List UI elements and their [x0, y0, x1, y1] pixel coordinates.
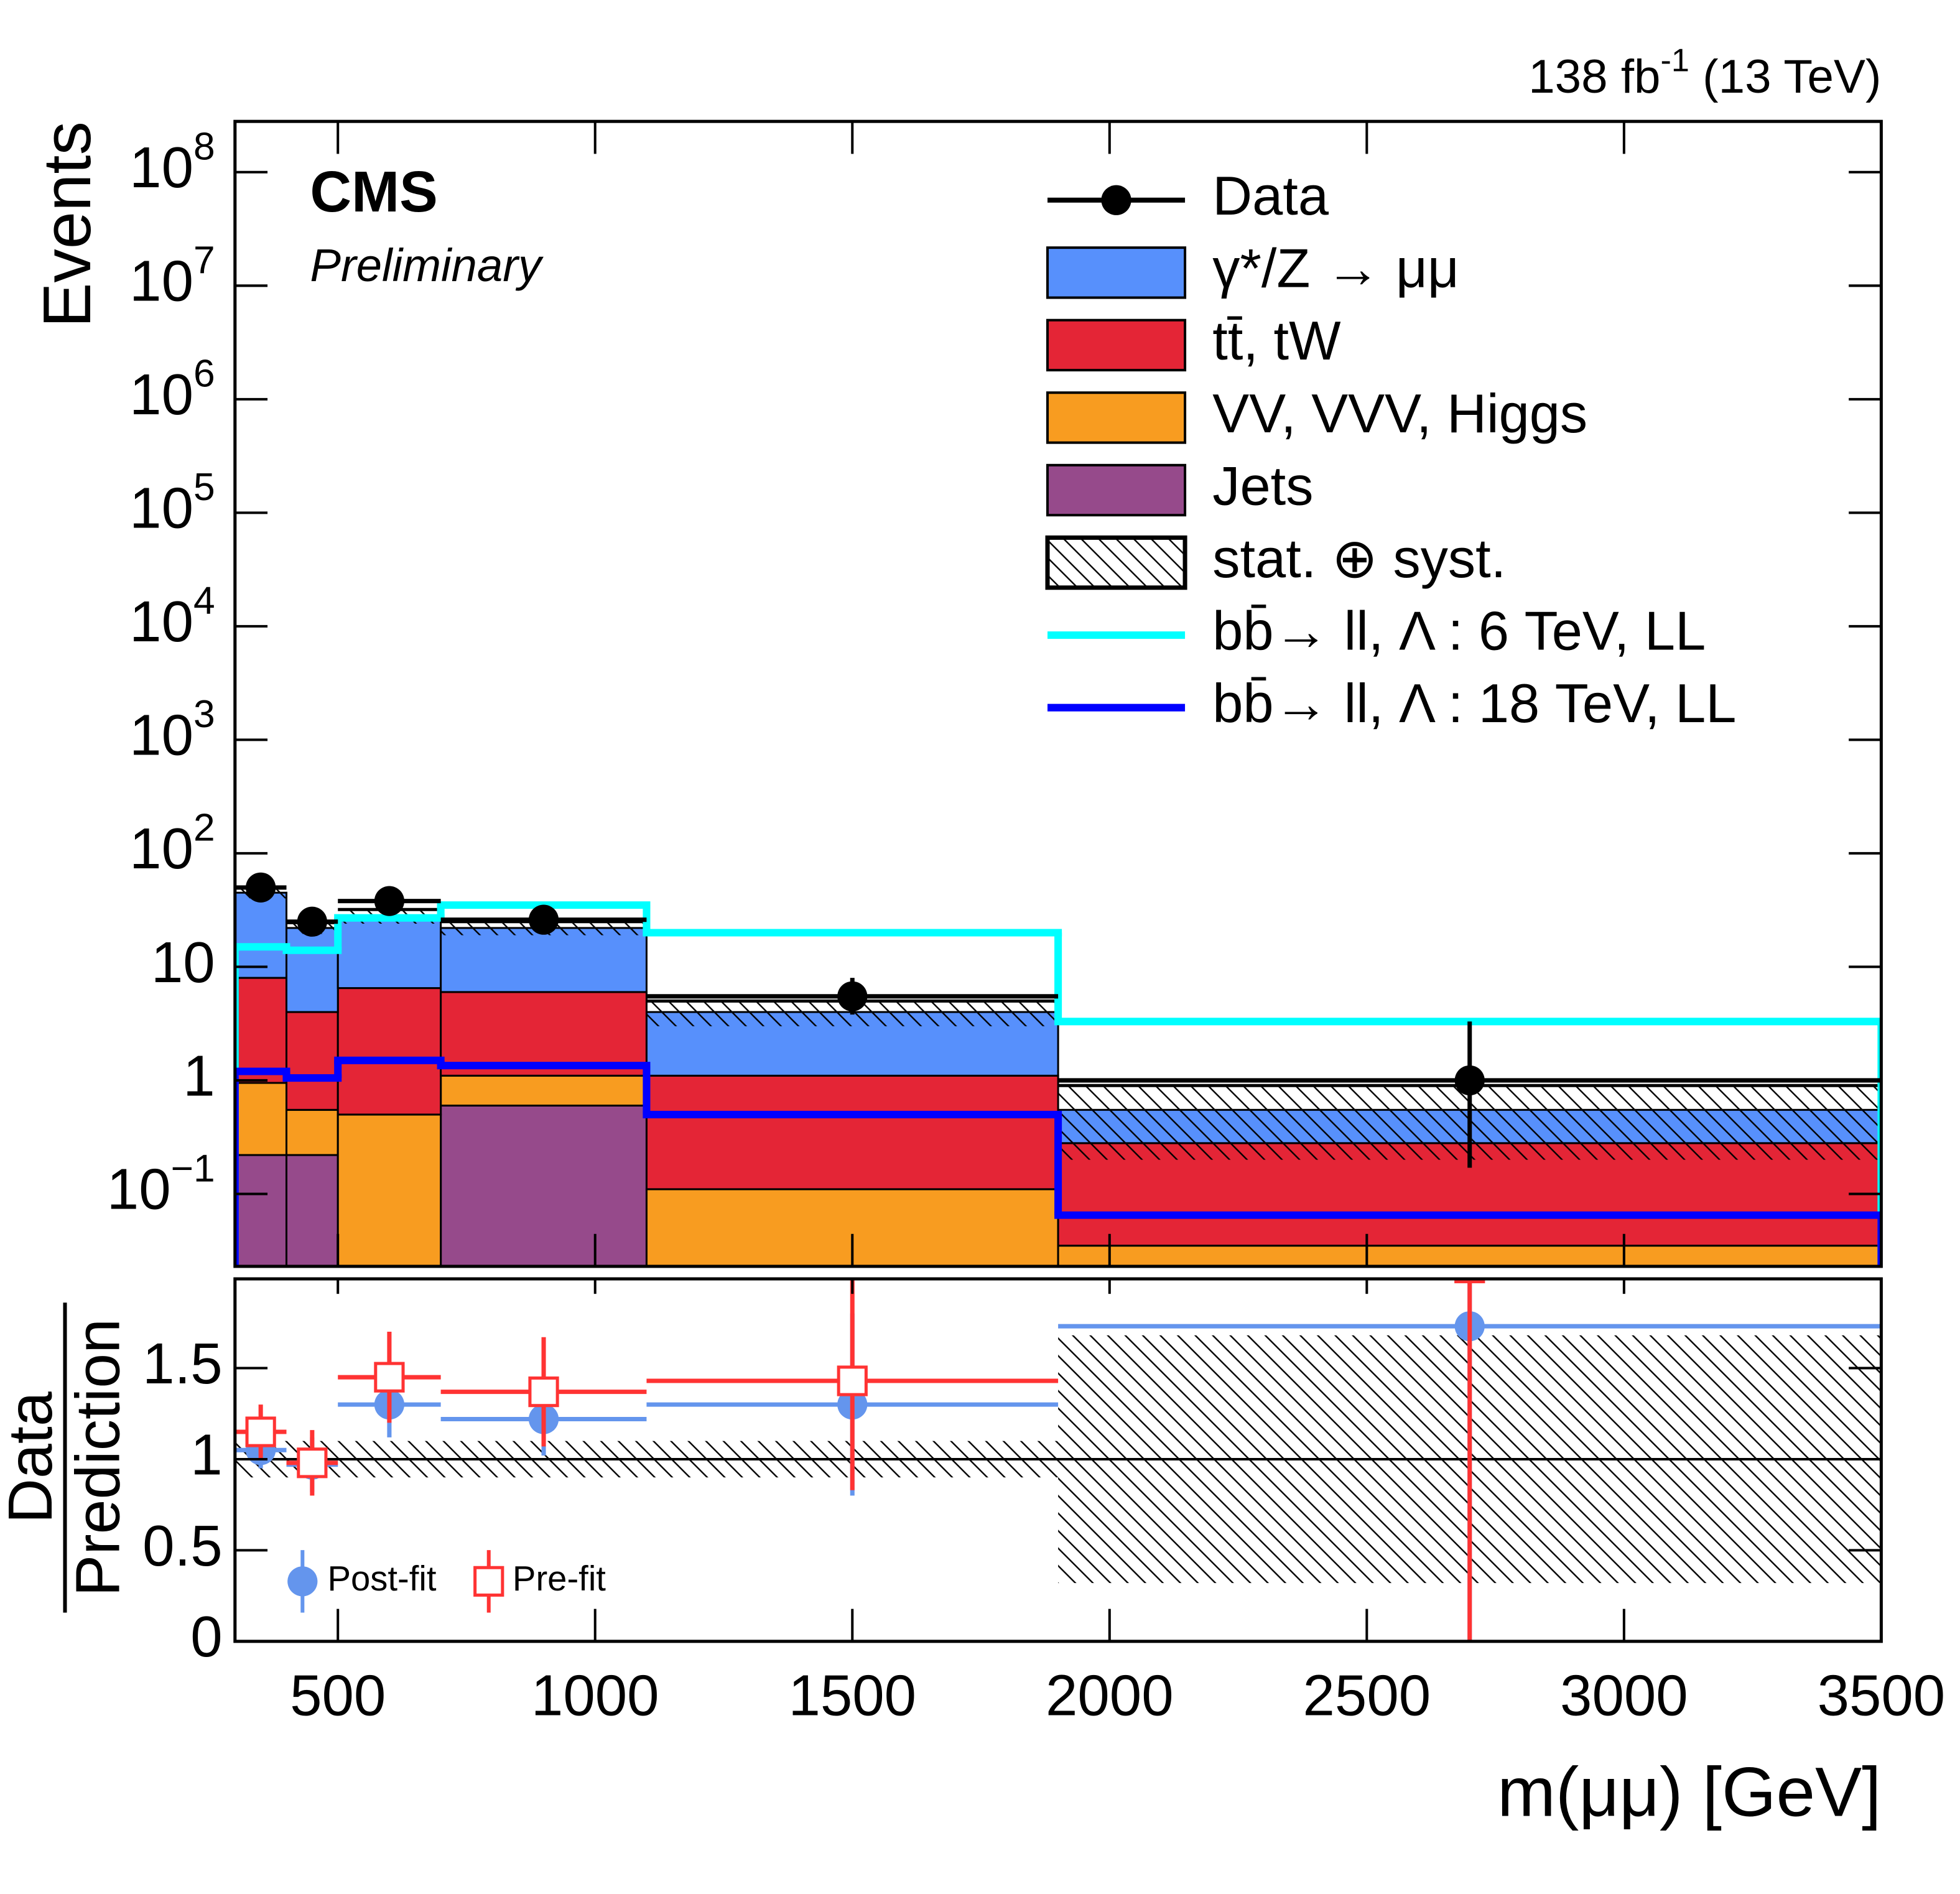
- stack-segment: [285, 1154, 339, 1266]
- stack-segment: [337, 915, 442, 990]
- stack-segment: [645, 1074, 1059, 1191]
- legend-marker: [473, 1566, 504, 1597]
- x-tick-label: 2000: [1046, 1663, 1174, 1728]
- stack-segment: [235, 1154, 288, 1266]
- y-tick-label: 108: [129, 126, 215, 200]
- y-tick-exponent: 4: [193, 580, 215, 623]
- stack-segment: [440, 1074, 648, 1107]
- y-tick-label: 10: [151, 930, 215, 995]
- lumi-label: 138 fb-1 (13 TeV): [1528, 43, 1881, 104]
- y-tick-base: 10: [129, 249, 193, 313]
- x-axis-label: m(μμ) [GeV]: [1497, 1753, 1881, 1831]
- ratio-point: [837, 1365, 868, 1396]
- experiment-label: CMS: [310, 159, 437, 224]
- stack-segment: [285, 1108, 339, 1156]
- legend-label: VV, VVV, Higgs: [1212, 383, 1587, 444]
- lumi-prefix: 138 fb: [1528, 50, 1660, 103]
- main-frame: [233, 119, 1883, 1268]
- y-tick-label: 1: [183, 1043, 215, 1108]
- legend-marker: [287, 1566, 318, 1597]
- ratio-plot: [235, 1279, 1882, 1641]
- legend-swatch: [1046, 318, 1187, 372]
- y-tick-exponent: 8: [193, 126, 215, 169]
- y-tick-exponent: 5: [193, 467, 215, 509]
- legend-label: Jets: [1212, 455, 1313, 516]
- x-tick-label: 3500: [1818, 1663, 1946, 1728]
- y-tick-label: 103: [129, 694, 215, 768]
- x-tick-label: 1500: [788, 1663, 916, 1728]
- y-tick-base: 10: [129, 135, 193, 200]
- stack-segment: [235, 977, 288, 1084]
- y-tick-label: 106: [129, 353, 215, 427]
- legend-label: stat. ⊕ syst.: [1212, 527, 1506, 589]
- legend-label: Pre-fit: [513, 1559, 606, 1598]
- lumi-suffix: (13 TeV): [1689, 50, 1881, 103]
- data-point: [374, 886, 405, 916]
- y-tick-exponent: 2: [193, 807, 215, 850]
- y-tick-label: 104: [129, 580, 215, 654]
- ratio-y-numerator: Data: [0, 1391, 65, 1523]
- y-tick-base: 10: [129, 362, 193, 427]
- legend-swatch: [1045, 535, 1187, 590]
- y-tick-label: 0: [190, 1604, 222, 1669]
- y-tick-exponent: 3: [193, 694, 215, 736]
- data-point: [1454, 1065, 1485, 1096]
- legend-swatch: [1046, 391, 1187, 444]
- y-tick-base: 10: [129, 589, 193, 654]
- ratio-point: [374, 1362, 405, 1393]
- y-tick-label: 105: [129, 467, 215, 541]
- legend-label: bb̄→ ll, Λ : 6 TeV, LL: [1212, 600, 1706, 661]
- ratio-point: [528, 1376, 559, 1408]
- overlay: 138 fb-1 (13 TeV)CMSPreliminaryEvents10−…: [0, 43, 1945, 1831]
- stack-segment: [285, 1011, 339, 1111]
- x-tick-label: 500: [290, 1663, 386, 1728]
- y-tick-base: 10: [129, 816, 193, 881]
- legend-swatch: [1046, 463, 1187, 517]
- x-tick-label: 2500: [1303, 1663, 1431, 1728]
- x-tick-label: 1000: [531, 1663, 659, 1728]
- stack-segment: [440, 927, 648, 993]
- y-tick-label: 107: [129, 239, 215, 313]
- stack-segment: [440, 1104, 648, 1266]
- legend-marker: [1101, 185, 1131, 215]
- y-tick-exponent: 6: [193, 353, 215, 396]
- ratio-point: [245, 1416, 276, 1447]
- stack-segment: [285, 927, 339, 1013]
- data-point: [246, 872, 276, 903]
- stack-segment: [235, 891, 288, 979]
- data-point: [837, 981, 868, 1011]
- legend-swatch: [1046, 246, 1187, 299]
- ratio-point: [297, 1447, 328, 1479]
- legend-label: γ*/Z → μμ: [1212, 238, 1459, 299]
- stack-segment: [337, 987, 442, 1116]
- legend-label: bb̄→ ll, Λ : 18 TeV, LL: [1212, 672, 1736, 734]
- y-tick-exponent: −1: [171, 1148, 215, 1191]
- y-tick-label: 1: [190, 1422, 222, 1487]
- status-label: Preliminary: [310, 239, 544, 291]
- y-tick-base: 10: [107, 1157, 171, 1222]
- x-tick-label: 3000: [1560, 1663, 1688, 1728]
- legend-label: tt̄, tW: [1212, 310, 1341, 371]
- y-tick-label: 0.5: [142, 1513, 223, 1578]
- y-tick-label: 102: [129, 807, 215, 881]
- data-point: [528, 904, 559, 935]
- legend-label: Data: [1212, 165, 1329, 226]
- stack-segment: [440, 991, 648, 1077]
- y-tick-base: 10: [129, 476, 193, 541]
- data-point: [297, 906, 327, 937]
- y-tick-label: 10−1: [107, 1148, 215, 1222]
- y-axis-label: Events: [29, 121, 105, 328]
- stack-segment: [337, 1113, 442, 1266]
- y-tick-exponent: 7: [193, 239, 215, 282]
- y-tick-label: 1.5: [142, 1331, 223, 1396]
- ratio-y-denominator: Prediction: [63, 1319, 132, 1597]
- ratio-frame: [233, 1277, 1883, 1643]
- main-plot: [235, 872, 1882, 1266]
- stack-segment: [235, 1082, 288, 1156]
- lumi-exponent: -1: [1661, 43, 1689, 79]
- y-tick-base: 10: [129, 703, 193, 768]
- legend-label: Post-fit: [328, 1559, 437, 1598]
